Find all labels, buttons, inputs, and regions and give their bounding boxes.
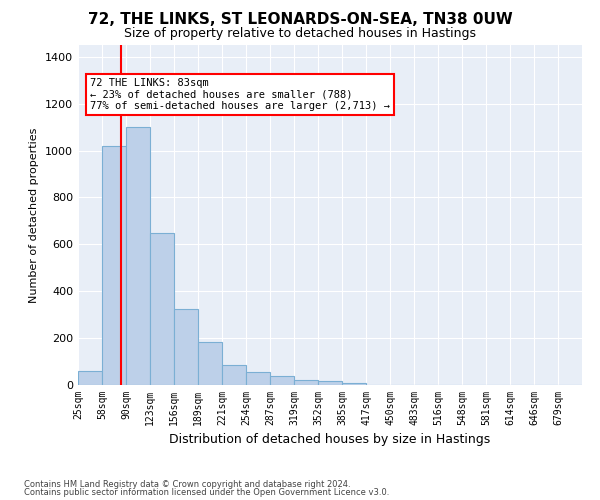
Bar bbox=[294, 380, 318, 385]
Bar bbox=[342, 382, 366, 385]
Bar bbox=[150, 232, 174, 385]
Bar bbox=[318, 382, 342, 385]
Text: Size of property relative to detached houses in Hastings: Size of property relative to detached ho… bbox=[124, 28, 476, 40]
Bar bbox=[246, 372, 270, 385]
Text: 72, THE LINKS, ST LEONARDS-ON-SEA, TN38 0UW: 72, THE LINKS, ST LEONARDS-ON-SEA, TN38 … bbox=[88, 12, 512, 28]
Bar bbox=[78, 371, 102, 385]
Bar bbox=[198, 342, 222, 385]
Text: Contains public sector information licensed under the Open Government Licence v3: Contains public sector information licen… bbox=[24, 488, 389, 497]
Bar bbox=[126, 127, 150, 385]
Bar bbox=[222, 365, 246, 385]
Text: Contains HM Land Registry data © Crown copyright and database right 2024.: Contains HM Land Registry data © Crown c… bbox=[24, 480, 350, 489]
Bar bbox=[174, 309, 198, 385]
Bar bbox=[270, 376, 294, 385]
Text: 72 THE LINKS: 83sqm
← 23% of detached houses are smaller (788)
77% of semi-detac: 72 THE LINKS: 83sqm ← 23% of detached ho… bbox=[90, 78, 390, 111]
Y-axis label: Number of detached properties: Number of detached properties bbox=[29, 128, 40, 302]
Bar bbox=[102, 146, 126, 385]
X-axis label: Distribution of detached houses by size in Hastings: Distribution of detached houses by size … bbox=[169, 434, 491, 446]
